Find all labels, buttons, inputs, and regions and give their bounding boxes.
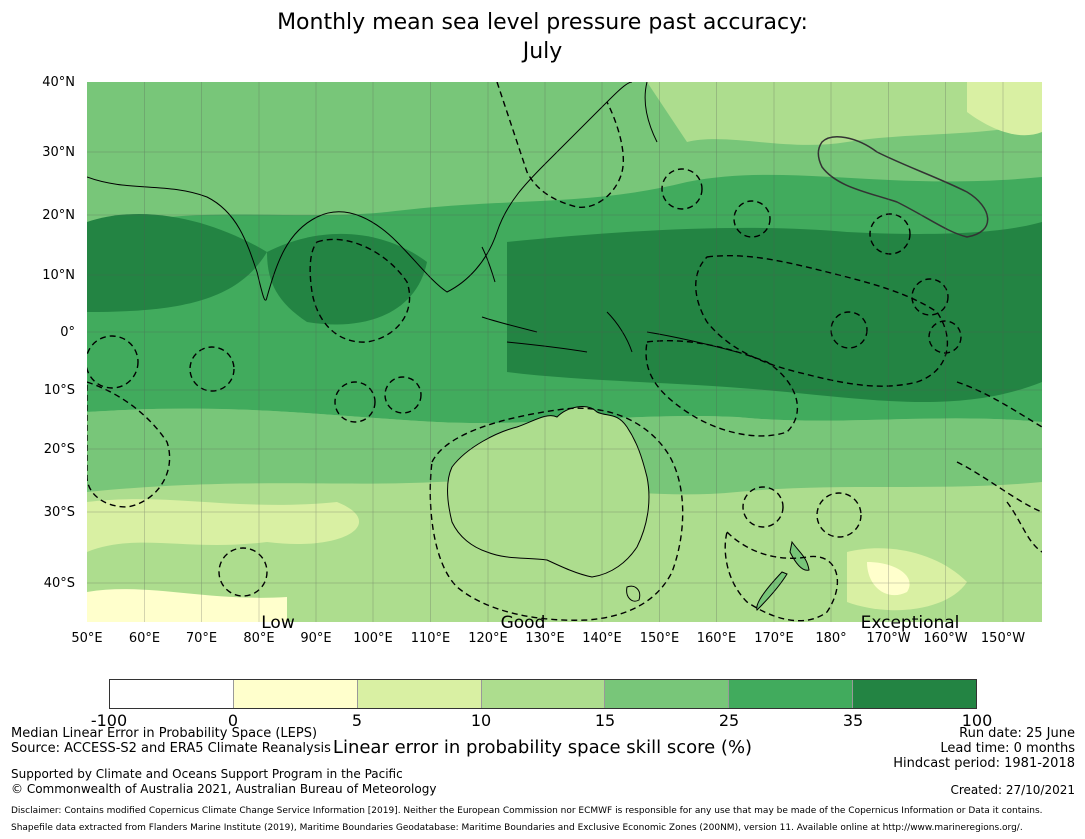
colorbar-tick: 15 [594,711,616,730]
footer-disclaimer: Disclaimer: Contains modified Copernicus… [11,806,1043,816]
lon-label: 150°W [980,631,1026,646]
footer-created: Created: 27/10/2021 [950,783,1075,797]
lat-label: 0° [60,325,75,340]
colorbar-tick: 5 [351,711,363,730]
lat-label: 10°N [42,268,75,283]
lat-label: 40°S [43,576,75,591]
eez-circle [742,486,784,528]
colorbar-tick: 10 [470,711,492,730]
colorbar-tick: 35 [842,711,864,730]
eez-circle [87,335,139,389]
eez-circle [816,492,862,538]
footer-hindcast: Hindcast period: 1981-2018 [893,756,1075,771]
lon-label: 50°E [71,631,103,646]
colorbar-swatch [481,680,606,708]
lon-label: 170°W [866,631,911,646]
colorbar-swatch [233,680,358,708]
east-pacific-eez [956,381,1042,553]
lon-label: 100°E [353,631,393,646]
bay-eez [309,238,411,343]
new-zealand-land [756,540,810,611]
footer-shapefile: Shapefile data extracted from Flanders M… [11,823,1023,833]
lon-label: 70°E [185,631,218,646]
maritime-continent-coastline [481,311,738,353]
lon-label: 80°E [243,631,275,646]
title-line-2: July [522,39,563,64]
lon-label: 180° [815,631,847,646]
eez-circle [911,278,949,316]
eez-circle [661,168,703,210]
colorbar-tick: -100 [90,711,128,730]
png-eez [645,340,798,437]
tasmania-land [626,585,641,602]
lon-label: 170°E [754,631,794,646]
skill-map [87,82,1042,622]
eez-circle [189,346,235,392]
far-south-lowest [87,589,287,622]
north-pacific-field [647,82,1042,145]
footer-run-date: Run date: 25 June [959,726,1075,741]
colorbar-swatch [605,680,730,708]
footer-source: Source: ACCESS-S2 and ERA5 Climate Reana… [11,741,331,756]
asia-coastline [87,82,633,301]
band-label-exceptional: Exceptional [860,613,960,633]
footer-lead-time: Lead time: 0 months [940,741,1075,756]
lat-label: 20°N [42,208,75,223]
pacific-islands-eez [695,254,948,387]
lat-label: 10°S [43,383,75,398]
lat-label: 20°S [43,442,75,457]
nz-eez [724,530,838,622]
band-label-good: Good [500,613,546,633]
colorbar-tick: 0 [227,711,239,730]
graticule [87,82,1042,622]
colorbar-swatch [729,680,854,708]
eez-circle [334,381,376,423]
eez-circle [384,376,422,414]
title-line-1: Monthly mean sea level pressure past acc… [277,10,808,35]
lon-label: 160°W [923,631,968,646]
colorbar-tick: 25 [718,711,740,730]
lat-label: 30°S [43,505,75,520]
lon-label: 120°E [468,631,508,646]
northeast-light-field [967,82,1042,136]
west-indian-eez [87,381,171,508]
lat-label: 30°N [42,145,75,160]
colorbar-swatch [110,680,234,708]
colorbar [109,679,977,709]
lon-label: 150°E [639,631,680,646]
band-label-low: Low [261,613,295,633]
colorbar-swatch [853,680,977,708]
lon-label: 110°E [410,631,451,646]
colorbar-swatch [357,680,482,708]
colorbar-tick: 100 [961,711,993,730]
eez-boundaries [87,82,1042,622]
lon-label: 130°E [525,631,565,646]
eez-circle [869,213,911,255]
map-svg [87,82,1042,622]
east-asia-coastline [481,82,658,283]
bay-of-bengal-core [267,233,427,325]
eez-circle [218,547,268,597]
lon-label: 60°E [128,631,161,646]
india-core [87,213,267,312]
footer-supported: Supported by Climate and Oceans Support … [11,767,403,781]
lat-label: 40°N [42,75,75,90]
east-asia-eez [496,82,624,208]
south-indian-light [87,499,360,552]
chart-title: Monthly mean sea level pressure past acc… [0,8,1085,66]
eez-circle [928,320,962,354]
tropical-core [507,222,1042,402]
lon-label: 160°E [696,631,737,646]
colorbar-label: Linear error in probability space skill … [332,737,753,758]
eez-circle [733,200,771,238]
footer-copyright: © Commonwealth of Australia 2021, Austra… [11,782,437,796]
lon-label: 90°E [300,631,332,646]
eez-circle [830,311,868,349]
lon-label: 140°E [582,631,622,646]
footer-metric: Median Linear Error in Probability Space… [11,726,318,741]
